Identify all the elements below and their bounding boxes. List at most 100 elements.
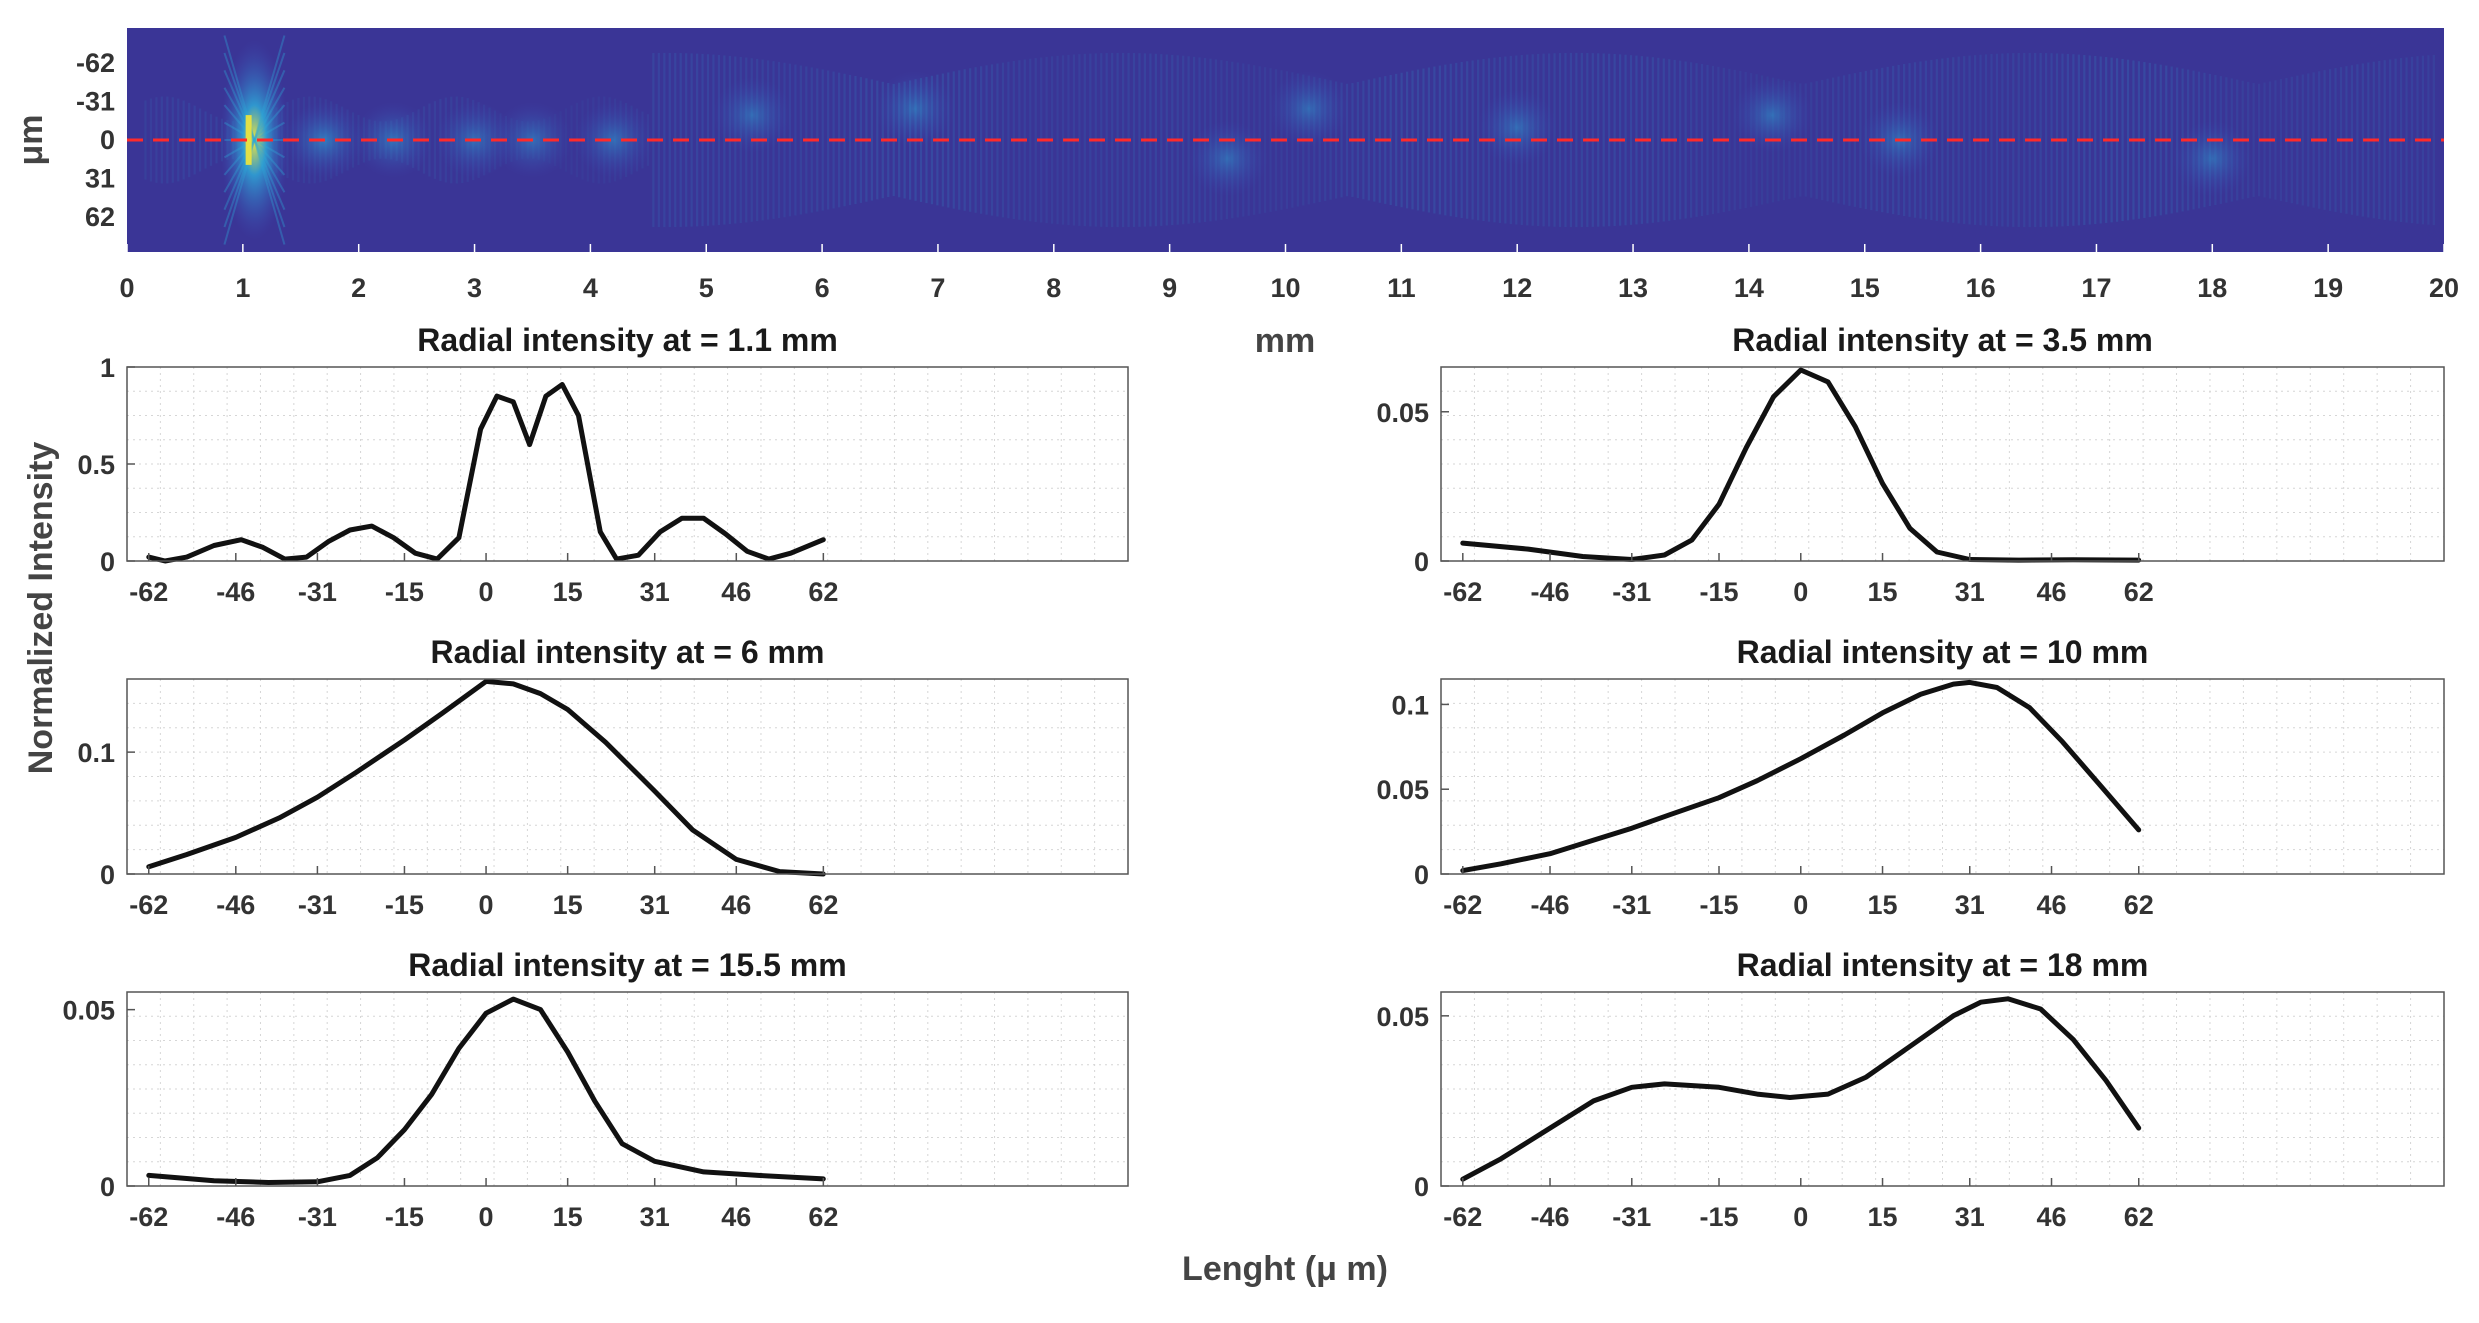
panel-x-tick-label: -46 [216,577,255,607]
heatmap-x-tick-label: 6 [815,273,830,303]
panel-x-tick-label: -46 [1531,890,1570,920]
heatmap-fringe [2099,56,2102,224]
radial-intensity-curve [1460,996,2142,1182]
heatmap-fringe [1269,68,1272,212]
panel-x-tick-label: 46 [721,1202,751,1232]
heatmap-x-tick-label: 4 [583,273,598,303]
heatmap-fringe [1837,76,1840,204]
heatmap-fringe [198,108,202,172]
panel-x-tick-label: -15 [385,577,424,607]
radial-profile-panels: -62 -46 -31 -15 0 15 31 46 62 0 0.5 1 Radial intensi… [62,322,2445,1232]
panel-x-tick-label: 46 [721,577,751,607]
heatmap-x-tick-label: 14 [1734,273,1764,303]
heatmap-x-tick-label: 10 [1270,273,1300,303]
heatmap-fringe [1165,54,1168,226]
panel-y-tick-label: 0 [100,1172,115,1202]
heatmap-fringe [2066,53,2070,227]
panel-x-tick-label: 62 [2124,1202,2154,1232]
heatmap-fringe [663,52,666,228]
heatmap-y-tick-label: 0 [100,125,115,155]
heatmap-fringe [1111,52,1114,228]
heatmap-fringe [2072,54,2075,226]
heatmap-fringe [1963,56,1966,224]
heatmap-fringe [1810,82,1813,198]
heatmap-x-tick-label: 16 [1966,273,1996,303]
heatmap-x-tick-label: 17 [2081,273,2111,303]
heatmap-y-tick-label: -31 [76,86,115,116]
heatmap-fringe [952,71,955,209]
heatmap-fringe [2301,74,2304,206]
panel-x-tick-label: -15 [1699,890,1738,920]
panel-x-tick-label: -46 [1531,1202,1570,1232]
heatmap-x-tick-label: 0 [119,273,134,303]
heatmap-y-tick-label: -62 [76,48,115,78]
panel-x-tick-label: -31 [298,890,337,920]
heatmap-hot-spot [2172,120,2253,197]
heatmap-fringe [2176,67,2179,213]
panel-frame [1440,678,2445,875]
radial-panel-4: -62 -46 -31 -15 0 15 31 46 62 0 0.05 0.1 Radial inte… [1376,634,2445,920]
heatmap-fringe [1831,77,1835,203]
panel-x-tick-label: 46 [2036,577,2066,607]
heatmap-fringe [1657,57,1660,223]
panel-x-tick-label: 0 [479,577,494,607]
panel-title: Radial intensity at = 18 mm [1737,947,2149,983]
heatmap-fringe [2356,64,2359,216]
heatmap-fringe [1624,54,1627,226]
heatmap-fringe [668,52,671,228]
heatmap-fringe [1029,58,1032,222]
heatmap-x-tick-label: 3 [467,273,482,303]
heatmap-x-tick-label: 11 [1387,273,1416,303]
heatmap-fringe [2361,63,2364,217]
panel-x-tick-label: 0 [479,890,494,920]
radial-panel-2: -62 -46 -31 -15 0 15 31 46 62 0 0.05 Radial intensi… [1376,322,2445,607]
panel-x-tick-label: 62 [808,577,838,607]
heatmap-fringe [1476,59,1480,221]
heatmap-fringe [1602,53,1605,227]
panel-x-tick-label: 0 [1793,890,1808,920]
panel-y-tick-label: 0.05 [1376,775,1429,805]
heatmap-fringe [1007,61,1010,219]
heatmap-x-tick-label: 5 [699,273,714,303]
panel-x-tick-label: 15 [1868,890,1898,920]
panel-y-tick-label: 0.05 [1376,398,1429,428]
panel-x-tick-label: 62 [2124,577,2154,607]
panel-x-tick-label: 46 [2036,890,2066,920]
heatmap-focus-streak [223,87,286,193]
panel-title: Radial intensity at = 1.1 mm [417,322,838,358]
heatmap-fringe [1187,56,1190,224]
panel-y-tick-label: 0 [100,860,115,890]
heatmap-fringe [695,53,699,227]
heatmap-hot-spot [220,40,289,240]
heatmap-fringe [2410,56,2414,224]
panel-y-tick-label: 0.05 [1376,1002,1429,1032]
panel-x-tick-label: 15 [553,1202,583,1232]
panel-x-tick-label: 0 [479,1202,494,1232]
panel-x-tick-label: -15 [1699,1202,1738,1232]
panel-x-tick-label: -31 [298,1202,337,1232]
heatmap-fringe [848,74,852,206]
radial-intensity-curve [1460,679,2142,874]
heatmap-fringe [794,64,797,216]
heatmap-hot-spot [573,102,654,178]
heatmap-hot-spot [712,77,793,154]
heatmap-fringe [1449,63,1452,217]
heatmap-fringe [1711,65,1715,215]
heatmap-fringe [1995,53,1999,227]
radial-intensity-curve [146,382,826,564]
panel-y-tick-label: 0 [1414,547,1429,577]
panel-x-tick-label: -15 [385,890,424,920]
heatmap-focus-streak [223,69,286,211]
heatmap-fringe [149,98,153,182]
panel-x-tick-label: 15 [1868,1202,1898,1232]
panel-frame [1440,991,2445,1187]
heatmap-x-tick-label: 19 [2313,273,2343,303]
panel-x-tick-label: -15 [385,1202,424,1232]
heatmap-fringe [1182,55,1185,225]
heatmap-fringe [1444,64,1447,216]
heatmap-fringe [690,53,693,227]
heatmap-fringe [171,97,174,183]
heatmap-hot-spot [1187,120,1268,197]
heatmap-x-tick-label: 1 [235,273,250,303]
